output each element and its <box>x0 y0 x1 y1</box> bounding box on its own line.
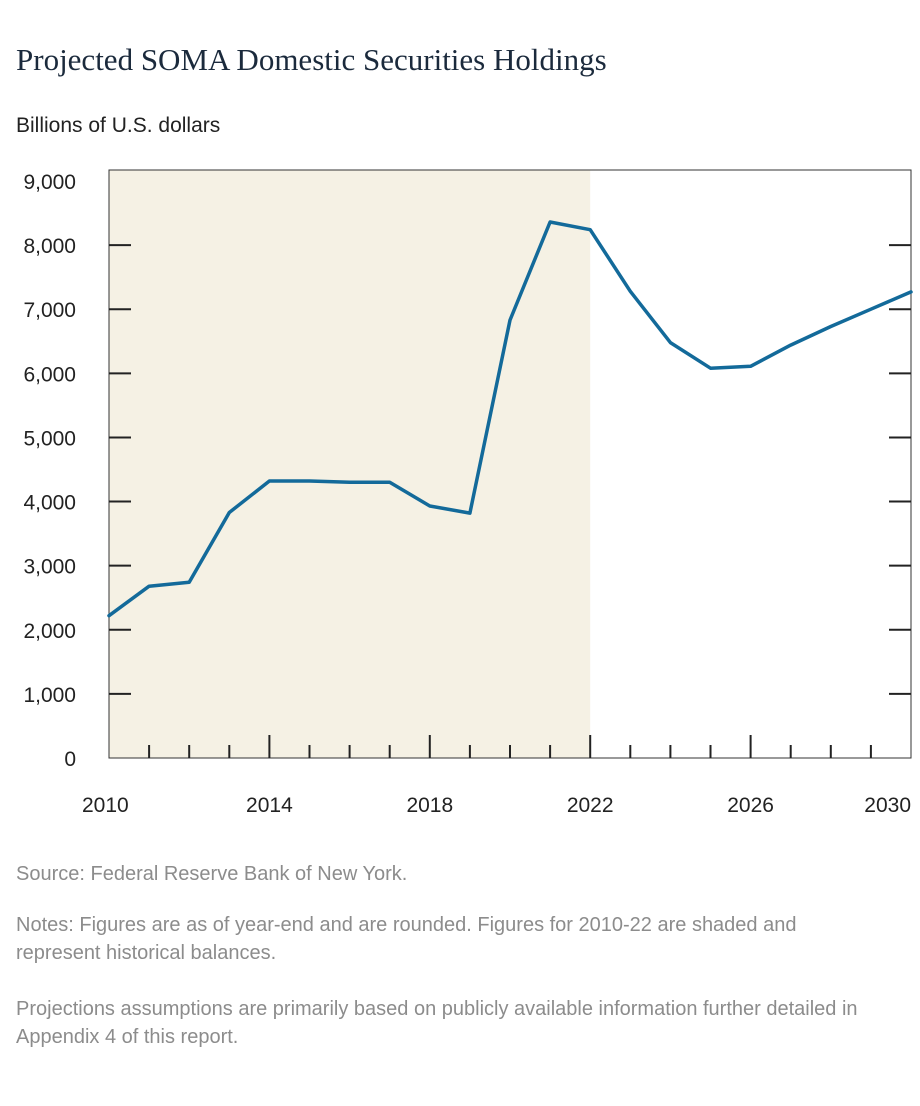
y-tick-label: 7,000 <box>23 299 76 322</box>
x-tick-label: 2030 <box>864 794 911 817</box>
chart-title: Projected SOMA Domestic Securities Holdi… <box>16 42 607 77</box>
y-tick-label: 4,000 <box>23 492 76 515</box>
y-tick-label: 6,000 <box>23 363 76 386</box>
x-tick-label: 2026 <box>727 794 774 817</box>
x-tick-label: 2022 <box>567 794 614 817</box>
y-tick-label: 1,000 <box>23 684 76 707</box>
y-axis-label: Billions of U.S. dollars <box>16 114 221 137</box>
chart-area: 9,000 8,000 7,000 6,000 5,000 4,000 3,000 2,000… <box>23 169 913 817</box>
series-holdings <box>107 220 913 618</box>
x-tick-label: 2014 <box>246 794 293 817</box>
notes-text: Notes: Figures are as of year-end and ar… <box>16 914 797 964</box>
y-axis: 9,000 8,000 7,000 6,000 5,000 4,000 3,000 2,000… <box>23 171 911 771</box>
shaded-region <box>109 170 591 758</box>
historical-shading <box>109 170 591 758</box>
assumptions-text: Projections assumptions are primarily ba… <box>16 998 858 1048</box>
y-tick-label: 9,000 <box>23 171 76 194</box>
y-tick-label: 0 <box>64 748 76 771</box>
x-tick-label: 2018 <box>406 794 453 817</box>
y-tick-label: 8,000 <box>23 235 76 258</box>
x-axis: 2010 2014 2018 2022 2026 2030 <box>82 735 911 817</box>
x-tick-label: 2010 <box>82 794 129 817</box>
source-note: Source: Federal Reserve Bank of New York… <box>16 863 408 885</box>
y-tick-label: 5,000 <box>23 427 76 450</box>
series-line <box>107 220 913 618</box>
y-tick-label: 3,000 <box>23 556 76 579</box>
y-tick-label: 2,000 <box>23 620 76 643</box>
